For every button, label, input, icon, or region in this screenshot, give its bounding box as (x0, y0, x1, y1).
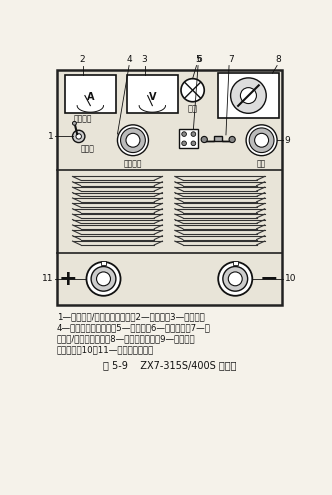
Text: 6: 6 (197, 55, 203, 64)
Circle shape (72, 121, 76, 125)
Circle shape (72, 130, 85, 143)
Circle shape (231, 78, 266, 113)
Circle shape (246, 125, 277, 155)
Text: 10: 10 (285, 274, 296, 283)
Bar (65, 75, 116, 113)
Text: V: V (149, 92, 156, 102)
Text: 氩弧焊: 氩弧焊 (80, 144, 94, 153)
Circle shape (191, 141, 196, 146)
Text: A: A (87, 92, 94, 102)
Text: 11: 11 (42, 274, 54, 283)
Bar (218, 73, 279, 118)
Text: 4: 4 (126, 55, 132, 64)
Circle shape (249, 128, 274, 152)
Text: 4—起弧电流调节旋钮；5—指示灯；6—遥控插座；7—本: 4—起弧电流调节旋钮；5—指示灯；6—遥控插座；7—本 (57, 324, 211, 333)
Text: 5: 5 (195, 55, 201, 64)
Bar (101, 261, 106, 265)
Text: 电流: 电流 (257, 159, 266, 168)
Text: 3: 3 (142, 55, 147, 64)
Circle shape (181, 79, 204, 102)
Text: 9: 9 (285, 136, 290, 145)
Text: 8: 8 (276, 55, 282, 64)
Circle shape (228, 272, 242, 286)
Text: 起弧电流: 起弧电流 (124, 159, 142, 168)
Text: −: − (260, 269, 279, 289)
Text: +: + (58, 269, 77, 289)
Text: 电源: 电源 (188, 105, 198, 114)
Circle shape (218, 262, 252, 296)
Ellipse shape (201, 137, 208, 143)
Bar (57, 70, 282, 305)
Bar (232, 261, 238, 265)
Circle shape (121, 128, 145, 152)
Text: 1—手工弧焊/氩弧焊选择开关；2—电流表；3—电压表；: 1—手工弧焊/氩弧焊选择开关；2—电流表；3—电压表； (57, 313, 205, 322)
Text: 调节旋钮；10．11—输出电缆插座。: 调节旋钮；10．11—输出电缆插座。 (57, 345, 154, 354)
Circle shape (118, 125, 148, 155)
Circle shape (126, 133, 140, 147)
Bar (127, 75, 178, 113)
Circle shape (240, 88, 256, 103)
Circle shape (86, 262, 121, 296)
Circle shape (223, 266, 248, 291)
Circle shape (91, 266, 116, 291)
Text: 机控制/遥控选择开关；8—电流分档开关；9—输出电流: 机控制/遥控选择开关；8—电流分档开关；9—输出电流 (57, 334, 196, 344)
Circle shape (182, 141, 187, 146)
Circle shape (191, 132, 196, 137)
Circle shape (97, 272, 111, 286)
Text: 手工弧焊: 手工弧焊 (74, 115, 93, 124)
Text: 7: 7 (228, 55, 233, 64)
Ellipse shape (229, 137, 235, 143)
Circle shape (76, 134, 81, 139)
Text: 1: 1 (48, 132, 54, 141)
Polygon shape (204, 137, 232, 141)
Circle shape (255, 133, 269, 147)
Bar (180, 130, 198, 148)
Circle shape (182, 132, 187, 137)
Text: 图 5-9    ZX7-315S/400S 前面板: 图 5-9 ZX7-315S/400S 前面板 (103, 360, 236, 370)
Text: 2: 2 (80, 55, 85, 64)
